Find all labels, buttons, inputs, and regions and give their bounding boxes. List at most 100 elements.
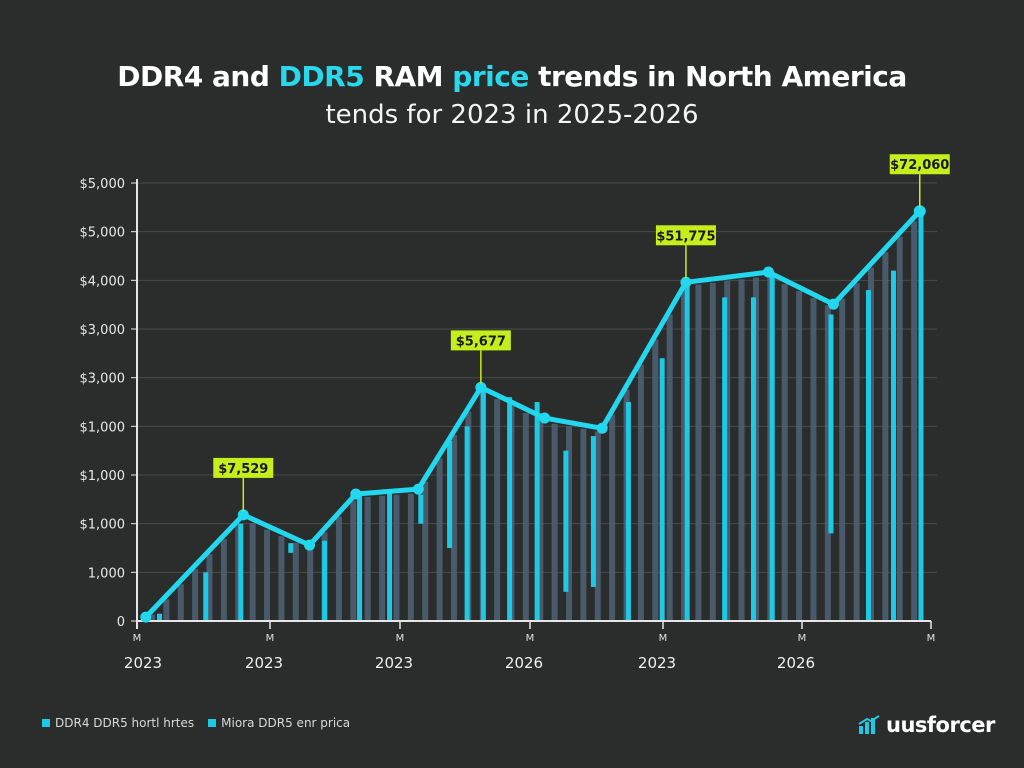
annotations: $7,529 $5,677 $51,775 $72,060 [213,154,950,511]
y-tick-label: 1,000 [88,566,125,581]
bar-muted [177,584,184,621]
y-tick-label: $3,000 [80,372,126,387]
x-tick-mark-label: M [526,633,535,644]
y-tick-label: $1,000 [80,469,126,484]
bar-bright [918,212,924,621]
bar-bright [464,426,470,621]
bar-muted [220,539,227,621]
bar-bright [157,613,163,621]
y-tick-label: $5,000 [80,177,126,192]
bar-muted [695,284,702,621]
x-tick-mark-label: M [133,633,142,644]
x-tick-mark-label: M [798,633,807,644]
bar-muted [292,542,299,621]
bar-bright [288,543,294,553]
bar-bright [387,492,393,621]
legend-label: DDR4 DDR5 hortl hrtes [55,716,195,730]
x-tick-mark-label: M [659,633,668,644]
bar-muted [393,494,400,621]
annotation-box [889,154,950,175]
bar-muted [436,458,443,621]
annotation-box [450,330,511,351]
bar-bright [750,297,756,621]
bar-muted [235,524,242,621]
bar-bright [828,314,834,534]
annotation-box [655,225,716,246]
bar-bright [357,494,363,621]
bar-muted [522,412,529,621]
bar-muted [637,364,644,621]
bar-muted [896,236,903,622]
bar-bright [563,450,569,592]
brand-name: uusforcer [886,713,995,737]
title-part: RAM [364,60,453,93]
legend: DDR4 DDR5 hortl hrtes Miora DDR5 enr pri… [42,716,350,730]
bar-muted [551,423,558,621]
title-part: trends in North America [528,60,907,93]
bar-bright [890,270,896,621]
legend-label: Miora DDR5 enr prica [221,716,351,730]
legend-item: Miora DDR5 enr prica [208,716,350,730]
bar-bright [865,290,871,621]
bar-muted [537,419,544,621]
y-tick-label: $4,000 [80,274,126,289]
bar-muted [839,298,846,621]
bar-bright [659,358,665,621]
bar-bright [322,540,328,621]
bar-bright [447,440,453,548]
x-tick-mark-label: M [927,633,936,644]
data-point [827,298,839,310]
bar-bright [625,402,631,621]
bar-muted [853,283,860,621]
annotation-box [213,457,274,478]
bar-muted [307,548,314,621]
legend-swatch-icon [208,719,217,727]
x-tick-label: 2023 [638,654,676,672]
bar-muted [609,414,616,621]
y-tick-label: 0 [117,615,125,630]
bar-muted [594,431,601,621]
y-tick-label: $3,000 [80,323,126,338]
bar-bright [418,494,424,524]
bar-muted [335,516,342,621]
annotation-label: $7,529 [218,462,268,477]
bar-muted [724,281,731,621]
bar-muted [867,267,874,621]
bar-muted [350,500,357,621]
data-point [412,483,424,495]
x-tick-label: 2026 [777,654,815,672]
annotation-label: $5,677 [456,334,506,349]
bar-bright [203,572,209,621]
bar-muted [264,529,271,621]
title-part-accent: DDR5 [278,60,365,93]
data-point [539,412,551,424]
bar-muted [192,569,199,621]
brand-logo: uusforcer [858,713,995,737]
annotation-label: $51,775 [656,229,715,244]
bar-muted [450,435,457,621]
bar-muted [494,399,501,621]
bar-chart-logo-icon [858,715,880,734]
bar-muted [278,536,285,621]
bar-muted [249,523,256,621]
bar-muted [681,289,688,621]
axes: 0 1,000 $1,000 $1,000 $1,000 $3,000 $3,000 $4,0… [80,177,936,672]
bar-muted [163,599,170,621]
legend-swatch-icon [42,719,50,727]
bar-muted [566,426,573,621]
bar-bright [238,523,244,621]
series-line-path [143,208,923,620]
x-tick-mark-label: M [396,633,405,644]
bar-muted [666,314,673,621]
chart-subtitle: tends for 2023 in 2025-2026 [325,100,699,130]
data-point [475,381,487,393]
x-tick-mark-label: M [266,633,275,644]
title-part: DDR4 and [117,60,279,93]
bar-muted [752,277,759,621]
bar-muted [709,282,716,621]
data-point [596,422,608,434]
bar-muted [580,428,587,621]
title-part-accent: price [452,60,529,93]
series-line [140,205,926,623]
